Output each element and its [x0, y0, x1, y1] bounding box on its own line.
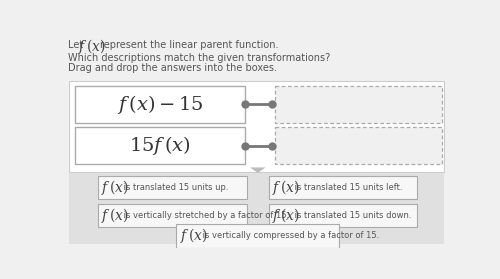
Text: $f\,(x)$: $f\,(x)$	[272, 206, 299, 225]
FancyBboxPatch shape	[268, 204, 418, 227]
FancyBboxPatch shape	[176, 224, 339, 247]
Text: is translated 15 units left.: is translated 15 units left.	[292, 183, 403, 192]
Text: is translated 15 units up.: is translated 15 units up.	[122, 183, 229, 192]
FancyBboxPatch shape	[275, 128, 442, 164]
FancyBboxPatch shape	[98, 204, 247, 227]
Text: $f\,(x) - 15$: $f\,(x) - 15$	[117, 93, 204, 116]
Text: $f\,(x)$: $f\,(x)$	[272, 178, 299, 197]
Text: $f\,(x)$: $f\,(x)$	[101, 206, 129, 225]
FancyBboxPatch shape	[268, 176, 418, 199]
Text: is vertically stretched by a factor of 15.: is vertically stretched by a factor of 1…	[122, 211, 290, 220]
Text: is vertically compressed by a factor of 15.: is vertically compressed by a factor of …	[200, 232, 379, 240]
Text: $15f\,(x)$: $15f\,(x)$	[130, 134, 191, 157]
FancyBboxPatch shape	[68, 81, 444, 172]
Text: $f\,(x)$: $f\,(x)$	[180, 227, 207, 246]
Text: represent the linear parent function.: represent the linear parent function.	[100, 40, 278, 50]
FancyBboxPatch shape	[75, 86, 245, 123]
Text: is translated 15 units down.: is translated 15 units down.	[292, 211, 412, 220]
FancyBboxPatch shape	[68, 173, 444, 244]
Polygon shape	[250, 167, 266, 173]
Text: Drag and drop the answers into the boxes.: Drag and drop the answers into the boxes…	[68, 63, 277, 73]
Text: Let: Let	[68, 40, 86, 50]
Text: $f\,(x)$: $f\,(x)$	[101, 178, 129, 197]
FancyBboxPatch shape	[75, 128, 245, 164]
FancyBboxPatch shape	[98, 176, 247, 199]
FancyBboxPatch shape	[275, 86, 442, 123]
Text: Which descriptions match the given transformations?: Which descriptions match the given trans…	[68, 53, 330, 63]
Text: $f\,(x)$: $f\,(x)$	[78, 37, 106, 56]
